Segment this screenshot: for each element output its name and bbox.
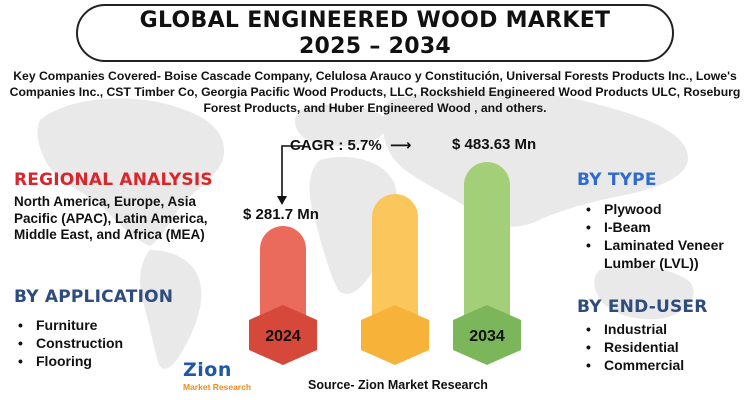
list-item: Residential — [582, 338, 684, 356]
list-item: Plywood — [582, 200, 750, 218]
by-type-heading: BY TYPE — [577, 170, 657, 190]
cagr-arrow-icon: ⟶ — [389, 137, 412, 154]
bar-2034 — [464, 162, 510, 335]
bar-middle-hexagon — [361, 305, 429, 365]
type-list: Plywood I-Beam Laminated Veneer Lumber (… — [582, 200, 750, 272]
list-item: Flooring — [14, 352, 123, 370]
logo-wordmark: Zion — [183, 359, 232, 381]
source-text: Source- Zion Market Research — [308, 378, 488, 392]
list-item: Industrial — [582, 320, 684, 338]
value-label-2034: $ 483.63 Mn — [452, 136, 537, 153]
by-end-user-heading: BY END-USER — [577, 297, 708, 317]
end-user-list: Industrial Residential Commercial — [582, 320, 684, 374]
application-list: Furniture Construction Flooring — [14, 316, 123, 370]
regional-analysis-text: North America, Europe, Asia Pacific (APA… — [14, 194, 208, 242]
regional-analysis-heading: REGIONAL ANALYSIS — [14, 170, 213, 190]
list-item: Laminated Veneer Lumber (LVL)) — [582, 236, 750, 272]
bar-2024-hexagon — [249, 305, 317, 365]
bar-2024 — [260, 226, 306, 335]
cagr-bracket-line — [281, 145, 305, 198]
bar-middle — [372, 194, 418, 335]
page-title: GLOBAL ENGINEERED WOOD MARKET — [139, 8, 611, 33]
cagr-bracket-arrowhead — [277, 196, 287, 205]
list-item: Commercial — [582, 356, 684, 374]
list-item: Furniture — [14, 316, 123, 334]
key-companies-text: Key Companies Covered- Boise Cascade Com… — [9, 69, 741, 115]
title-banner: GLOBAL ENGINEERED WOOD MARKET 2025 – 203… — [76, 4, 674, 62]
category-label-2024: 2024 — [265, 328, 301, 345]
zion-logo: Zion Market Research — [183, 359, 265, 397]
list-item: Construction — [14, 334, 123, 352]
cagr-value: CAGR : 5.7% — [290, 137, 382, 154]
cagr-label: CAGR : 5.7% ⟶ — [290, 136, 415, 154]
bar-2034-hexagon — [453, 305, 521, 365]
by-application-heading: BY APPLICATION — [14, 287, 174, 307]
category-label-2034: 2034 — [469, 328, 505, 345]
logo-subtitle: Market Research — [183, 382, 252, 392]
page-subtitle-years: 2025 – 2034 — [298, 34, 452, 59]
value-label-2024: $ 281.7 Mn — [243, 206, 319, 223]
list-item: I-Beam — [582, 218, 750, 236]
